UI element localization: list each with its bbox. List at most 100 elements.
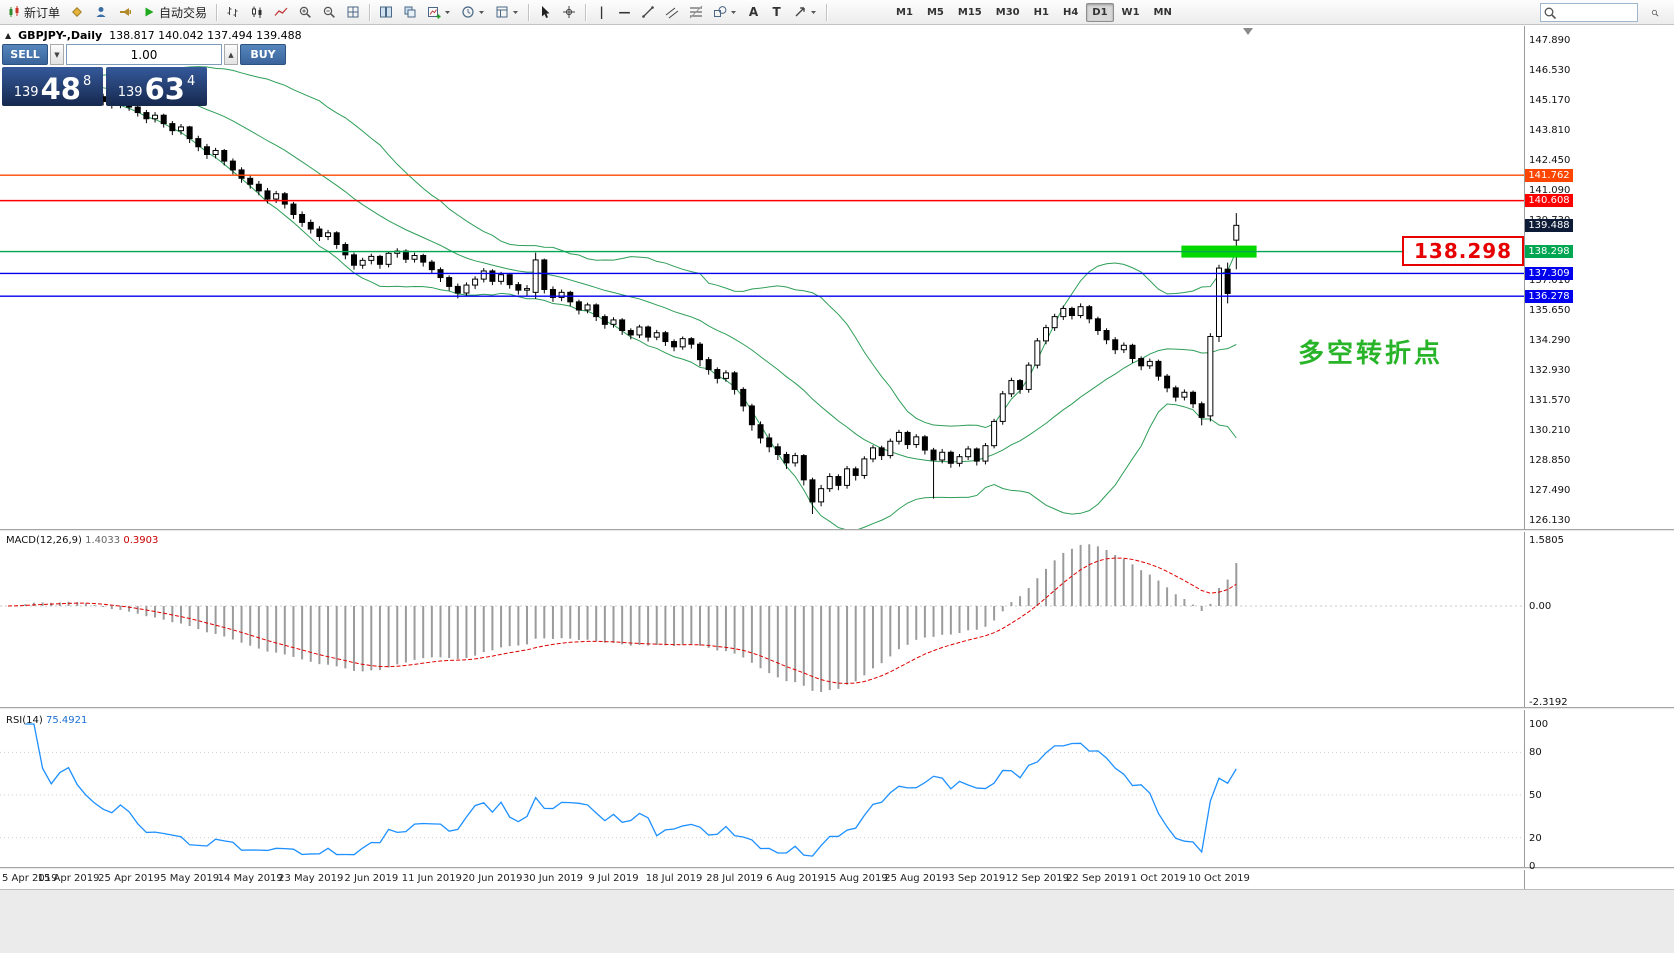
search-input[interactable] <box>1557 5 1635 20</box>
timeframe-m1[interactable]: M1 <box>890 3 919 22</box>
timeframe-h4[interactable]: H4 <box>1057 3 1084 22</box>
macd-pane <box>0 544 1524 693</box>
macd-signal-line <box>7 557 1237 684</box>
cursor-tool[interactable] <box>534 2 556 22</box>
hline-tool[interactable]: — <box>614 2 635 22</box>
new-order[interactable]: 新订单 <box>3 2 64 22</box>
rsi-indicator-label: RSI(14) 75.4921 <box>6 715 87 726</box>
macd-histogram <box>15 544 1238 693</box>
price-axis-label: 135.650 <box>1529 305 1571 316</box>
volume-down-button[interactable]: ▼ <box>50 44 64 65</box>
zoom-in-icon <box>298 5 312 19</box>
fibo-icon <box>689 5 703 19</box>
buy-price-display[interactable]: 139 63 4 <box>106 67 207 106</box>
chevron-down-icon <box>444 5 451 19</box>
price-axis-label: 145.170 <box>1529 95 1571 106</box>
volume-up-button[interactable]: ▲ <box>224 44 238 65</box>
new-chart[interactable] <box>423 2 455 22</box>
support-zone-highlight[interactable] <box>1181 245 1257 258</box>
rsi-value: 75.4921 <box>45 715 88 726</box>
rsi-axis-label: 50 <box>1529 790 1542 801</box>
bar-chart-mode[interactable] <box>222 2 244 22</box>
zoom-in[interactable] <box>294 2 316 22</box>
timeframe-m5[interactable]: M5 <box>921 3 950 22</box>
buy-button[interactable]: BUY <box>240 44 286 65</box>
profiles[interactable] <box>457 2 489 22</box>
chart-plus-icon <box>427 5 441 19</box>
chevron-down-icon <box>810 5 817 19</box>
sell-button[interactable]: SELL <box>2 44 48 65</box>
timeframe-h1[interactable]: H1 <box>1028 3 1055 22</box>
candle-chart-mode[interactable] <box>246 2 268 22</box>
date-axis-label: 30 Jun 2019 <box>522 873 584 884</box>
label-icon: T <box>772 4 781 19</box>
shapes-tool[interactable] <box>709 2 741 22</box>
volume-input[interactable] <box>66 44 222 65</box>
text-tool[interactable]: A <box>743 2 764 22</box>
alerts[interactable] <box>114 2 136 22</box>
toolbar-items: 新订单 自动交易 | — A T M1 M5 M15 M30 H1 H4 D1 W1 MN <box>2 0 1179 25</box>
chevron-down-icon <box>478 5 485 19</box>
rsi-line <box>25 723 1237 857</box>
grid-icon <box>346 5 360 19</box>
chart-shift-marker[interactable] <box>1243 28 1253 35</box>
trendline-tool[interactable] <box>637 2 659 22</box>
macd-signal-value: 0.3903 <box>123 535 159 546</box>
cascade-windows[interactable] <box>399 2 421 22</box>
chart-ohlc-values: 138.817 140.042 137.494 139.488 <box>109 29 302 42</box>
date-axis-label: 6 Aug 2019 <box>766 873 824 884</box>
pane-divider-main-macd[interactable] <box>0 529 1674 532</box>
date-axis-label: 28 Jul 2019 <box>706 873 763 884</box>
new-order-label: 新订单 <box>24 5 61 20</box>
line-chart-icon <box>274 5 288 19</box>
rsi-axis-label: 20 <box>1529 832 1542 844</box>
vline-tool[interactable]: | <box>591 2 612 22</box>
auto-trading[interactable]: 自动交易 <box>138 2 211 22</box>
label-tool[interactable]: T <box>766 2 787 22</box>
rsi-axis-label: 100 <box>1529 719 1549 730</box>
date-axis-label: 12 Sep 2019 <box>1005 873 1070 884</box>
line-chart-mode[interactable] <box>270 2 292 22</box>
chart-symbol-period: GBPJPY-,Daily <box>18 29 103 42</box>
macd-name: MACD(12,26,9) <box>6 535 82 546</box>
timeframe-m15[interactable]: M15 <box>952 3 988 22</box>
sell-price-display[interactable]: 139 48 8 <box>2 67 103 106</box>
price-line-badge: 137.309 <box>1525 266 1573 280</box>
price-axis-border <box>1524 26 1525 889</box>
trade-panel-collapse-icon[interactable]: ▲ <box>5 31 12 40</box>
chevron-down-icon <box>730 5 737 19</box>
auto-arrange[interactable] <box>342 2 364 22</box>
date-axis-label: 18 Jul 2019 <box>645 873 703 884</box>
date-axis-label: 22 Sep 2019 <box>1066 873 1130 884</box>
tile-icon <box>379 5 393 19</box>
timeframe-d1[interactable]: D1 <box>1086 2 1114 22</box>
megaphone-icon <box>118 5 132 19</box>
symbol-search-button[interactable] <box>1644 3 1666 22</box>
price-axis-label: 126.130 <box>1529 515 1571 526</box>
timeframe-m30[interactable]: M30 <box>990 3 1026 22</box>
cursor-icon <box>538 5 552 19</box>
timeframe-mn[interactable]: MN <box>1148 3 1178 22</box>
channel-tool[interactable] <box>661 2 683 22</box>
macd-main-value: 1.4033 <box>85 535 121 546</box>
market-watch[interactable] <box>66 2 88 22</box>
data-window[interactable] <box>90 2 112 22</box>
price-line-badge: 141.762 <box>1525 168 1573 182</box>
pane-divider-macd-rsi[interactable] <box>0 707 1674 710</box>
crosshair-tool[interactable] <box>558 2 580 22</box>
templates[interactable] <box>491 2 523 22</box>
clock-icon <box>461 5 475 19</box>
toolbar-separator <box>369 3 371 21</box>
fibonacci-tool[interactable] <box>685 2 707 22</box>
macd-axis-label: 1.5805 <box>1529 535 1564 547</box>
price-axis-label: 130.210 <box>1529 425 1571 436</box>
new-order-icon <box>7 5 21 19</box>
timeframe-w1[interactable]: W1 <box>1116 3 1146 22</box>
arrows-tool[interactable] <box>789 2 821 22</box>
zoom-out[interactable] <box>318 2 340 22</box>
price-line-badge: 136.278 <box>1525 289 1573 303</box>
rsi-axis-label: 80 <box>1529 747 1542 759</box>
tile-windows[interactable] <box>375 2 397 22</box>
data-window-icon <box>94 5 108 19</box>
